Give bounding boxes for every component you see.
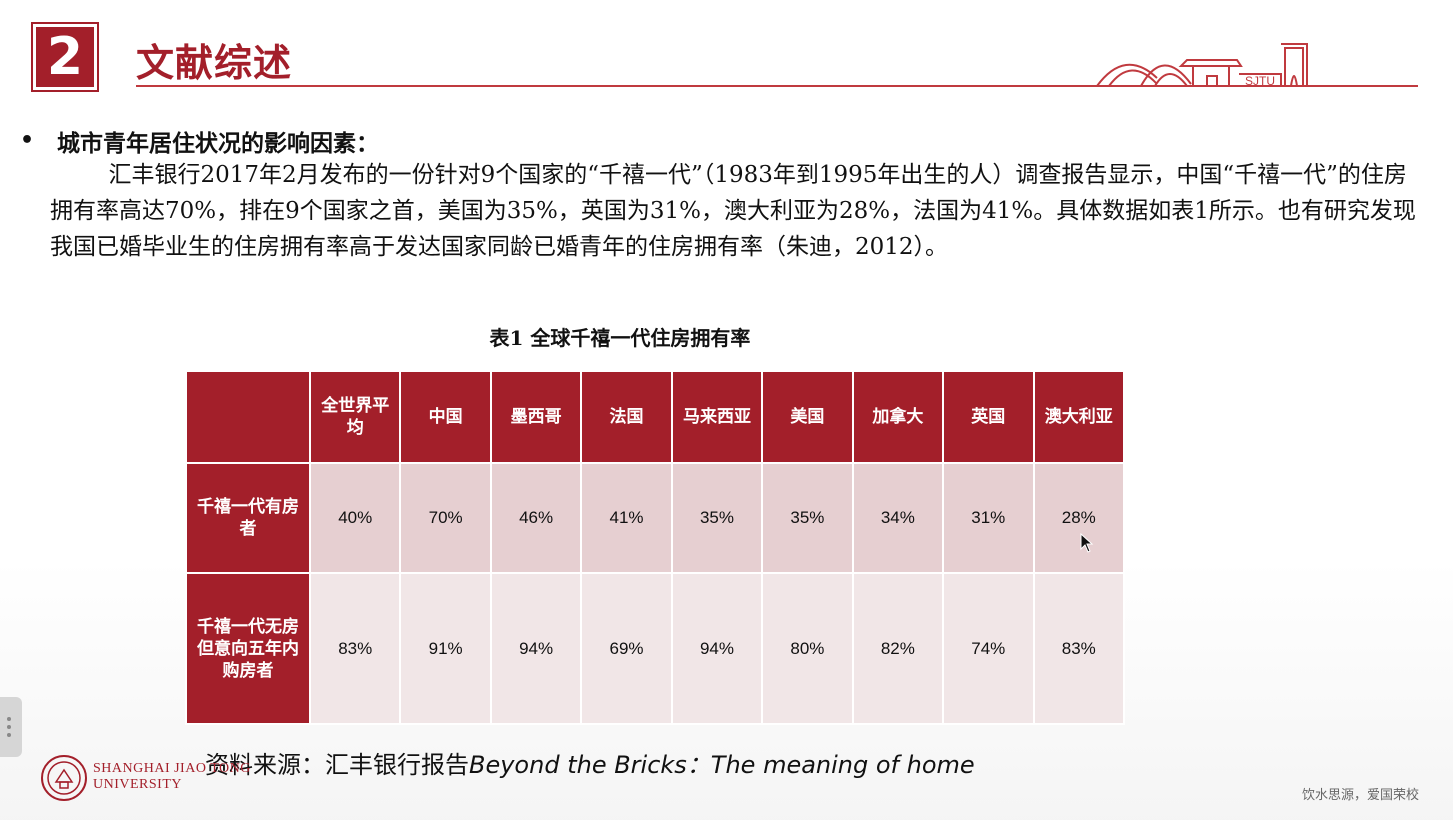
- header-corner: [185, 370, 311, 464]
- header-uk: 英国: [942, 370, 1035, 464]
- university-name: SHANGHAI JIAO TONG UNIVERSITY: [93, 761, 251, 793]
- table-cell: 91%: [399, 572, 492, 725]
- header-usa: 美国: [761, 370, 854, 464]
- table-row: 千禧一代有房者 40% 70% 46% 41% 35% 35% 34% 31% …: [185, 461, 1125, 575]
- source-title: Beyond the Bricks：The meaning of home: [469, 751, 975, 779]
- header-world-average: 全世界平均: [308, 370, 402, 464]
- body-paragraph: 汇丰银行2017年2月发布的一份针对9个国家的“千禧一代”（1983年到1995…: [50, 162, 1416, 260]
- table-cell: 40%: [308, 461, 402, 575]
- header-australia: 澳大利亚: [1032, 370, 1125, 464]
- bullet-heading: 城市青年居住状况的影响因素：: [57, 130, 379, 157]
- table-cell: 70%: [399, 461, 492, 575]
- side-panel-handle[interactable]: [0, 697, 22, 757]
- header-france: 法国: [580, 370, 673, 464]
- page-title: 文献综述: [136, 41, 293, 85]
- table-cell: 94%: [489, 572, 583, 725]
- title-divider: [136, 85, 1418, 87]
- university-seal-icon: [40, 754, 88, 806]
- table-cell: 31%: [942, 461, 1035, 575]
- table-header-row: 全世界平均 中国 墨西哥 法国 马来西亚 美国 加拿大 英国 澳大利亚: [185, 370, 1125, 464]
- table-cell: 80%: [761, 572, 854, 725]
- university-name-line1: SHANGHAI JIAO TONG: [93, 761, 251, 776]
- table-cell: 35%: [761, 461, 854, 575]
- footer-motto: 饮水思源，爱国荣校: [1301, 788, 1419, 803]
- section-number-badge: 2: [33, 24, 97, 90]
- header-canada: 加拿大: [851, 370, 945, 464]
- table-cell: 83%: [308, 572, 402, 725]
- table-cell: 35%: [670, 461, 764, 575]
- row-label: 千禧一代无房但意向五年内购房者: [185, 572, 311, 725]
- table-cell: 74%: [942, 572, 1035, 725]
- source-prefix: 资料来源：汇丰银行报告: [205, 751, 469, 779]
- row-label: 千禧一代有房者: [185, 461, 311, 575]
- home-ownership-table: 全世界平均 中国 墨西哥 法国 马来西亚 美国 加拿大 英国 澳大利亚 千禧一代…: [185, 370, 1125, 725]
- header-mexico: 墨西哥: [489, 370, 583, 464]
- table-cell: 83%: [1032, 572, 1125, 725]
- bullet-marker: •: [20, 128, 35, 153]
- mouse-pointer-icon: [1080, 532, 1094, 557]
- table-cell: 46%: [489, 461, 583, 575]
- university-name-line2: UNIVERSITY: [93, 777, 182, 792]
- table-caption: 表1 全球千禧一代住房拥有率: [489, 326, 751, 350]
- table-cell: 34%: [851, 461, 945, 575]
- source-note: 资料来源：汇丰银行报告Beyond the Bricks：The meaning…: [205, 745, 975, 780]
- table-cell: 82%: [851, 572, 945, 725]
- table-row: 千禧一代无房但意向五年内购房者 83% 91% 94% 69% 94% 80% …: [185, 572, 1125, 725]
- table-cell: 94%: [670, 572, 764, 725]
- table-cell: 41%: [580, 461, 673, 575]
- svg-text:SJTU: SJTU: [1245, 74, 1275, 88]
- sjtu-gate-logo: SJTU: [1095, 38, 1330, 94]
- table-cell: 69%: [580, 572, 673, 725]
- header-malaysia: 马来西亚: [670, 370, 764, 464]
- table-cell: 28%: [1032, 461, 1125, 575]
- header-china: 中国: [399, 370, 492, 464]
